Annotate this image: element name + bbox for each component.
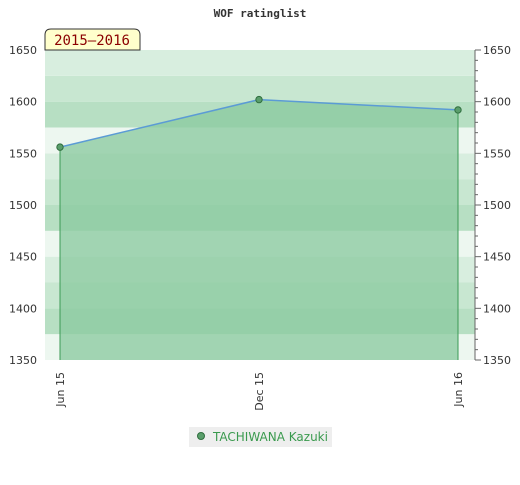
- data-point: [454, 106, 462, 114]
- y-tick-label-left: 1650: [9, 44, 37, 57]
- period-badge: 2015–2016: [44, 28, 141, 51]
- y-tick-label-right: 1650: [483, 44, 511, 57]
- y-tick-label-left: 1450: [9, 251, 37, 264]
- period-label: 2015–2016: [54, 33, 130, 49]
- y-tick-label-left: 1350: [9, 354, 37, 367]
- y-tick-label-left: 1600: [9, 96, 37, 109]
- y-tick-label-right: 1600: [483, 96, 511, 109]
- background-band: [45, 50, 475, 76]
- legend[interactable]: TACHIWANA Kazuki: [189, 427, 332, 447]
- area-layer: [59, 98, 459, 360]
- data-point: [56, 143, 64, 151]
- y-tick-label-right: 1350: [483, 354, 511, 367]
- x-tick-label: Jun 16: [452, 372, 465, 408]
- x-axis: Jun 15 Dec 15 Jun 16: [54, 372, 465, 411]
- y-tick-label-right: 1450: [483, 251, 511, 264]
- x-tick-label: Jun 15: [54, 372, 67, 408]
- legend-marker-icon: [197, 432, 205, 440]
- legend-background: [189, 427, 332, 447]
- y-axis-left: 1350 1400 1450 1500 1550 1600 1650: [9, 44, 37, 367]
- series-area-fill: [60, 99, 458, 360]
- y-tick-label-left: 1500: [9, 199, 37, 212]
- y-tick-label-left: 1550: [9, 147, 37, 160]
- data-point: [255, 95, 263, 104]
- y-tick-label-left: 1400: [9, 302, 37, 315]
- points-layer: [56, 95, 462, 151]
- legend-series-label: TACHIWANA Kazuki: [212, 430, 328, 444]
- x-tick-label: Dec 15: [253, 372, 266, 411]
- y-tick-label-right: 1500: [483, 199, 511, 212]
- y-tick-label-right: 1550: [483, 147, 511, 160]
- y-axis-right: 1350 1400 1450 1500 1550 1600 1650: [474, 44, 511, 367]
- chart-title: WOF ratinglist: [214, 7, 307, 20]
- y-tick-label-right: 1400: [483, 302, 511, 315]
- period-badge-box: [44, 28, 141, 51]
